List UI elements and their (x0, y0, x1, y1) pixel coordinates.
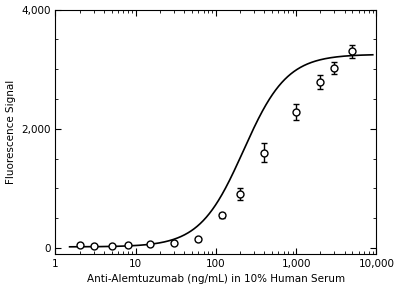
Y-axis label: Fluorescence Signal: Fluorescence Signal (6, 80, 16, 184)
X-axis label: Anti-Alemtuzumab (ng/mL) in 10% Human Serum: Anti-Alemtuzumab (ng/mL) in 10% Human Se… (87, 274, 345, 284)
